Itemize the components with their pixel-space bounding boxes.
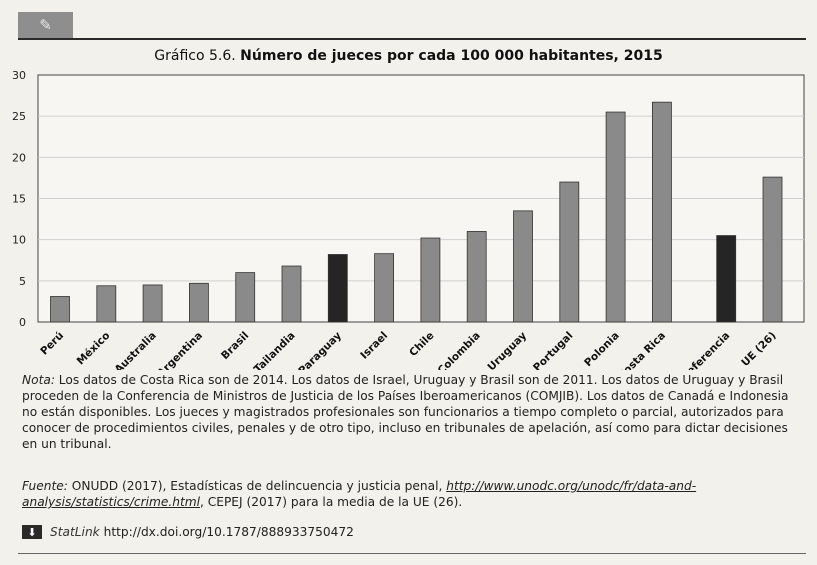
y-tick-label: 0 — [19, 316, 26, 329]
bar — [374, 253, 395, 323]
download-icon[interactable]: ⬇ — [22, 525, 42, 539]
source-text-before: ONUDD (2017), Estadísticas de delincuenc… — [67, 479, 447, 493]
x-tick-label: Polonia — [582, 330, 622, 370]
x-tick-label: Brasil — [219, 330, 251, 362]
x-tick-label: Argentina — [155, 330, 205, 370]
y-tick-label: 25 — [12, 110, 26, 123]
bar — [513, 210, 533, 323]
bar-chart: 0 5 10 15 20 25 30 Perú México AustraliaArgentina… — [12, 69, 805, 370]
x-tick-label: Colombia — [436, 330, 483, 370]
pencil-icon: ✎ — [39, 16, 52, 34]
y-tick-label: 5 — [19, 275, 26, 288]
x-tick-label: Portugal — [531, 330, 575, 370]
x-tick-label: Tailandia — [252, 330, 298, 370]
top-divider — [18, 38, 806, 40]
bar — [281, 265, 302, 323]
chart-source: Fuente: ONUDD (2017), Estadísticas de de… — [22, 478, 794, 510]
x-tick-label: UE (26) — [739, 330, 778, 369]
bar — [716, 235, 737, 323]
source-label: Fuente: — [22, 479, 68, 493]
bar — [420, 237, 441, 323]
source-text-after: , CEPEJ (2017) para la media de la UE (2… — [200, 495, 463, 509]
note-label: Nota: — [22, 373, 55, 387]
bar — [652, 101, 672, 323]
x-tick-label: Chile — [407, 330, 436, 359]
bar — [142, 284, 163, 323]
chart-title-main: Número de jueces por cada 100 000 habita… — [240, 48, 663, 64]
bar — [605, 111, 626, 323]
y-tick-label: 30 — [12, 69, 26, 82]
bar — [50, 296, 70, 323]
header-tab: ✎ — [18, 12, 73, 38]
bar — [188, 282, 209, 323]
bottom-divider — [18, 553, 806, 554]
x-tick-label: Paraguay — [296, 330, 344, 370]
bar — [327, 254, 348, 323]
bar — [96, 285, 117, 323]
statlink-brand: StatLink — [50, 525, 100, 539]
chart-note: Nota: Los datos de Costa Rica son de 201… — [22, 372, 794, 452]
statlink-url[interactable]: http://dx.doi.org/10.1787/888933750472 — [103, 525, 354, 539]
x-tick-label: Perú — [38, 330, 66, 358]
y-tick-label: 20 — [12, 151, 26, 164]
x-tick-label: México — [75, 330, 113, 368]
bar — [762, 176, 783, 323]
chart-title: Gráfico 5.6. Número de jueces por cada 1… — [0, 48, 817, 64]
bar — [559, 181, 580, 323]
x-tick-label: Uruguay — [485, 330, 529, 370]
y-tick-label: 10 — [12, 234, 26, 247]
x-tick-label: Israel — [358, 330, 390, 362]
chart-title-prefix: Gráfico 5.6. — [154, 48, 236, 64]
x-tick-label: Australia — [112, 330, 158, 370]
bar — [466, 231, 487, 323]
note-text: Los datos de Costa Rica son de 2014. Los… — [22, 373, 789, 451]
statlink[interactable]: ⬇ StatLink http://dx.doi.org/10.1787/888… — [22, 525, 354, 539]
x-tick-label: Costa Rica — [616, 330, 668, 370]
x-tick-label: Referencia — [679, 330, 732, 370]
bar — [235, 272, 256, 323]
source-link[interactable]: http://www.unodc.org/unodc/fr/data-and-a… — [22, 479, 697, 509]
y-tick-label: 15 — [12, 193, 26, 206]
